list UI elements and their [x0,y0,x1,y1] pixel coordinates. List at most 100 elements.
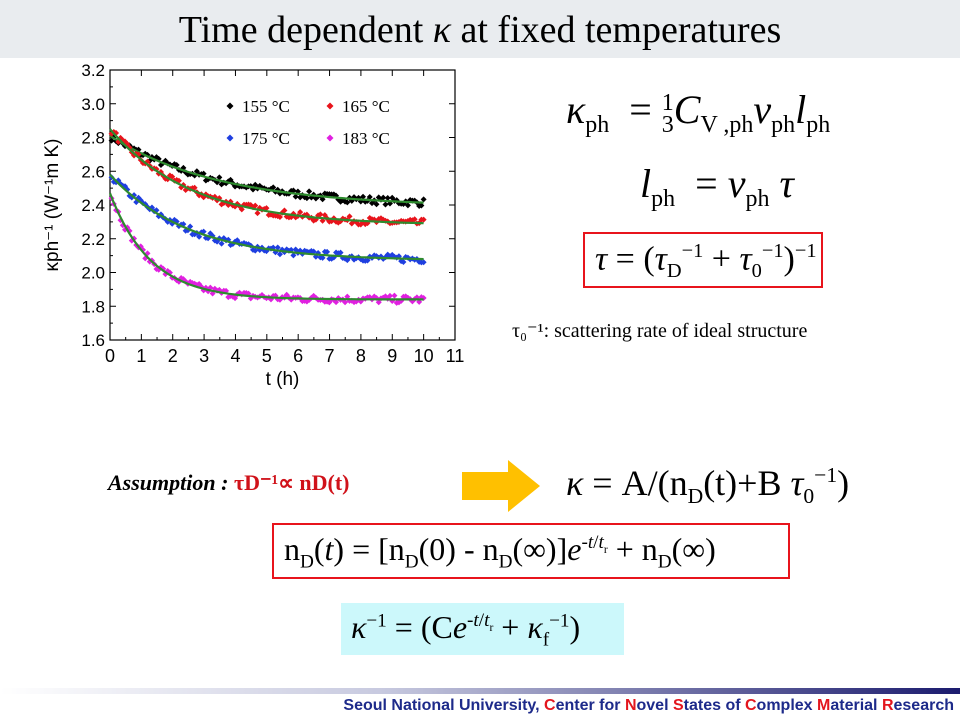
title-symbol: κ [432,9,451,51]
footer-part: N [624,697,637,714]
data-point [232,295,239,302]
footer-part: C [744,697,757,714]
x-axis-label: t (h) [266,369,300,390]
equation-tau-boxed: τ = (τD−1 + τ0−1)−1 [583,232,823,288]
footer-part: M [817,697,831,714]
legend-label: 165 °C [342,97,390,116]
data-point [276,214,283,221]
kappa-time-chart: 0 1 2 3 4 5 6 7 8 9 10 11 1.6 1.8 2.0 2.2 2.4 2.6 2.8 3.0 3.… [42,61,465,390]
assumption-line: Assumption : τD⁻¹∝ nD(t) [108,470,350,496]
equation-kappa-model: κ = A/(nD(t)+B τ0−1) [566,463,850,509]
x-tick-label: 4 [230,346,240,366]
data-point [420,216,427,223]
x-tick-label: 3 [199,346,209,366]
data-point [344,293,351,300]
legend-label: 155 °C [242,97,290,116]
assumption-label: Assumption : [108,470,229,495]
data-point [418,202,425,209]
x-tick-label: 7 [325,346,335,366]
footer-part: S [672,697,684,714]
data-point [373,294,380,301]
equation-defect-density-boxed: nD(t) = [nD(0) - nD(∞)]e-t/tr + nD(∞) [272,523,790,579]
footer-rule [0,688,960,694]
data-point [317,211,324,218]
y-tick-label: 2.4 [81,196,105,215]
data-point [333,299,340,306]
legend-marker [326,134,334,142]
fit-curve [108,192,424,301]
data-point [420,295,427,302]
data-point [252,247,259,254]
data-point [386,292,393,299]
data-point [364,257,371,264]
equation-kappa-ph: κph = 1 3CV ,phvphlph [566,87,831,138]
y-tick-label: 1.6 [81,331,105,350]
data-point [108,137,115,144]
data-point [375,299,382,306]
data-point [344,199,351,206]
footer-affiliation: Seoul National University, Center for No… [343,697,954,715]
data-point [420,259,427,266]
data-point [153,166,160,173]
data-point [191,172,198,179]
legend-label: 183 °C [342,129,390,148]
data-point [218,240,225,247]
fit-curve [109,134,424,204]
data-point [360,193,367,200]
equation-kappa-inverse-boxed: κ−1 = (Ce-t/tr + κf−1) [341,603,624,655]
data-point [164,267,171,274]
x-tick-label: 9 [387,346,397,366]
data-point [346,213,353,220]
footer-part: aterial [830,697,882,714]
data-point [366,194,373,201]
x-tick-label: 8 [356,346,366,366]
footer-part: enter for [555,697,625,714]
x-tick-label: 2 [168,346,178,366]
data-point [303,195,310,202]
footer-part: ovel [636,697,673,714]
data-point [290,187,297,194]
data-point [384,195,391,202]
data-point [225,294,232,301]
data-point [402,293,409,300]
data-point [254,210,261,217]
data-point [319,254,326,261]
equation-mean-free-path: lph = vph τ [640,161,794,212]
y-tick-label: 2.6 [81,162,105,181]
data-point [281,207,288,214]
y-tick-label: 2.0 [81,264,105,283]
data-point [290,252,297,259]
data-point [342,299,349,306]
legend-marker [226,102,234,110]
data-point [196,233,203,240]
data-point [169,173,176,180]
legend-marker [326,102,334,110]
x-tick-label: 11 [446,346,465,366]
y-tick-label: 1.8 [81,297,105,316]
right-arrow-icon [462,460,540,512]
data-point [306,188,313,195]
data-point [276,296,283,303]
data-point [398,297,405,304]
data-point [160,265,167,272]
x-tick-label: 1 [136,346,146,366]
data-point [191,184,198,191]
data-point [404,202,411,209]
title-suffix: at fixed temperatures [460,9,782,51]
data-point [131,152,138,159]
data-point [344,257,351,264]
data-point [216,174,223,181]
data-point [182,278,189,285]
fit-curve [109,128,424,225]
data-point [292,193,299,200]
footer-part: esearch [893,697,955,714]
footer-part: R [881,697,894,714]
data-point [252,202,259,209]
footer-part: C [544,697,556,714]
data-point [297,209,304,216]
data-point [400,258,407,265]
data-point [191,280,198,287]
data-point [274,244,281,251]
y-tick-label: 3.2 [81,61,105,80]
title-prefix: Time dependent [178,9,424,51]
